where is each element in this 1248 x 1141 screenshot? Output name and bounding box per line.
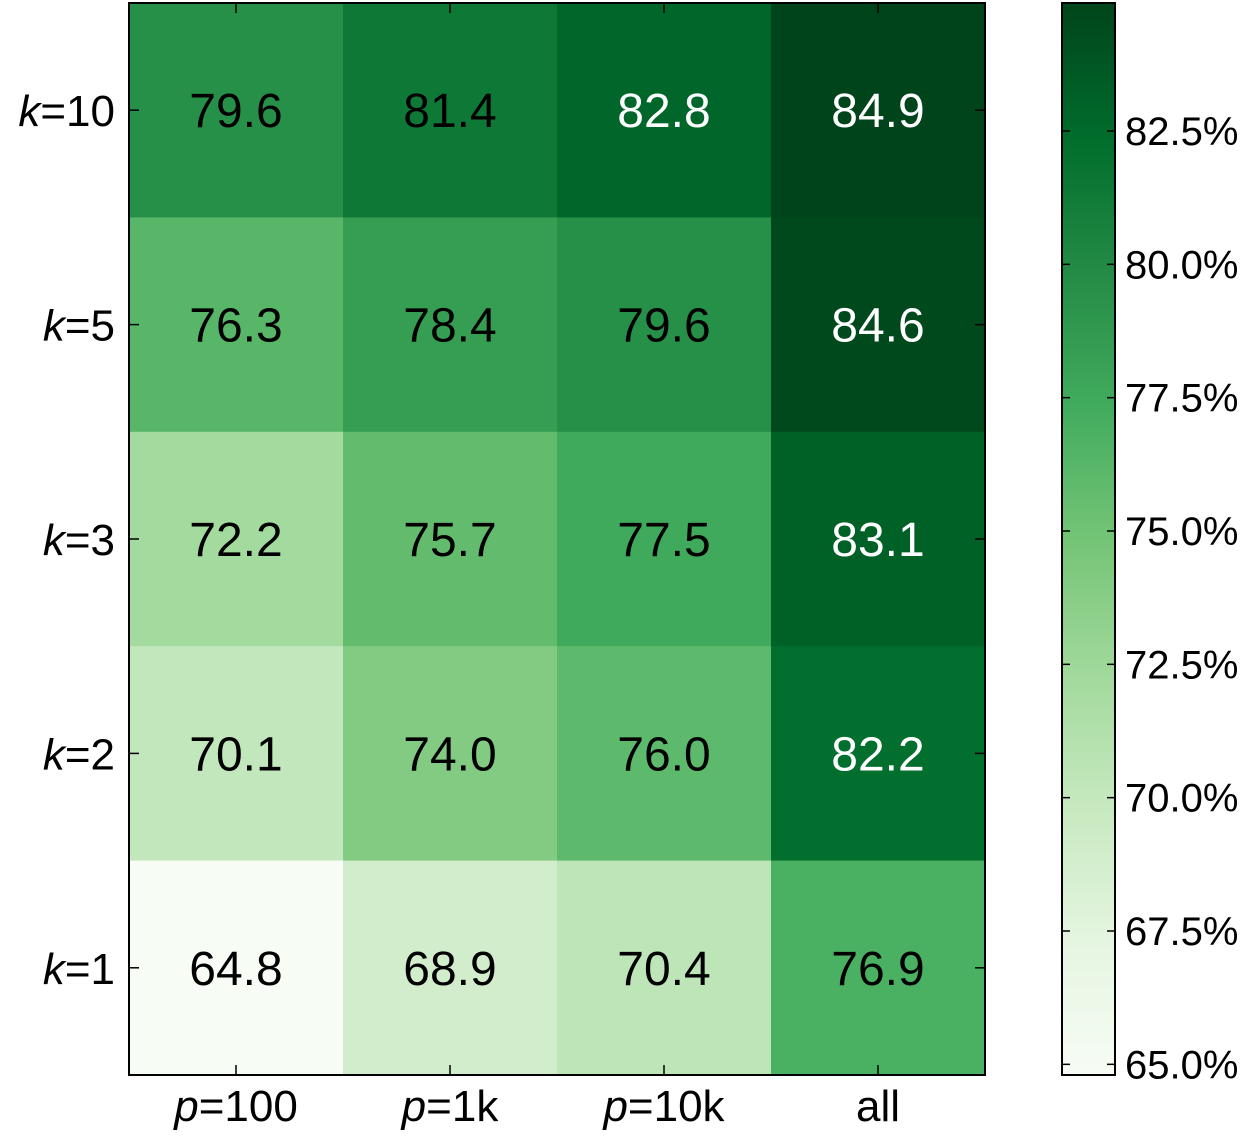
cell-value-label: 78.4	[403, 300, 496, 353]
heatmap-cell	[343, 217, 558, 433]
cell-value-label: 82.8	[617, 85, 710, 138]
x-tick-label: p=100	[172, 1082, 298, 1131]
x-tick-label: all	[856, 1082, 900, 1131]
cell-value-label: 75.7	[403, 514, 496, 567]
y-axis-ticks: k=10 k=5 k=3 k=2 k=1	[18, 87, 985, 994]
cell-value-label: 64.8	[189, 943, 282, 996]
heatmap-cell	[557, 217, 772, 433]
heatmap-cells: 79.6 81.4 82.8 84.9 76.3 78.4 79.6 84.6 72.2 75.7…	[129, 3, 986, 1076]
colorbar-gradient	[1062, 3, 1115, 1075]
colorbar-tick-label: 82.5%	[1125, 110, 1238, 154]
heatmap-cell	[129, 646, 344, 862]
colorbar: 65.0% 67.5% 70.0% 72.5% 75.0% 77.5% 80.0% 82.5%	[1061, 2, 1238, 1087]
y-tick-label: k=1	[43, 945, 115, 994]
cell-value-label: 83.1	[831, 514, 924, 567]
colorbar-tick-label: 75.0%	[1125, 510, 1238, 554]
heatmap-cell	[343, 431, 558, 647]
y-tick-label: k=3	[43, 516, 115, 565]
cell-value-label: 79.6	[617, 300, 710, 353]
cell-value-label: 76.9	[831, 943, 924, 996]
heatmap-cell	[343, 3, 558, 218]
heatmap-cell	[557, 860, 772, 1076]
heatmap-cell	[129, 3, 344, 218]
heatmap-cell	[771, 217, 986, 433]
colorbar-tick-label: 65.0%	[1125, 1043, 1238, 1087]
heatmap-cell	[771, 3, 986, 218]
heatmap-cell	[557, 431, 772, 647]
colorbar-tick-label: 80.0%	[1125, 243, 1238, 287]
heatmap-cell	[771, 431, 986, 647]
y-tick-label: k=10	[18, 87, 115, 136]
cell-value-label: 76.0	[617, 728, 710, 781]
x-tick-label: p=10k	[601, 1082, 725, 1131]
cell-value-label: 76.3	[189, 300, 282, 353]
cell-value-label: 68.9	[403, 943, 496, 996]
cell-value-label: 81.4	[403, 85, 496, 138]
heatmap-cell	[343, 860, 558, 1076]
x-tick-label: p=1k	[400, 1082, 500, 1131]
heatmap-cell	[129, 217, 344, 433]
cell-value-label: 72.2	[189, 514, 282, 567]
colorbar-tick-label: 67.5%	[1125, 910, 1238, 954]
colorbar-border	[1061, 2, 1116, 1076]
cell-value-label: 79.6	[189, 85, 282, 138]
cell-value-label: 84.6	[831, 300, 924, 353]
cell-value-label: 84.9	[831, 85, 924, 138]
cell-value-label: 74.0	[403, 728, 496, 781]
cell-value-label: 70.1	[189, 728, 282, 781]
y-tick-label: k=2	[43, 730, 115, 779]
heatmap-cell	[557, 646, 772, 862]
colorbar-tick-label: 72.5%	[1125, 643, 1238, 687]
heatmap-cell	[129, 860, 344, 1076]
colorbar-tick-label: 70.0%	[1125, 777, 1238, 821]
cell-value-label: 77.5	[617, 514, 710, 567]
heatmap-cell	[343, 646, 558, 862]
cell-value-label: 82.2	[831, 728, 924, 781]
x-axis-ticks: p=100 p=1k p=10k all	[172, 3, 900, 1131]
colorbar-tick-label: 77.5%	[1125, 377, 1238, 421]
heatmap-cell	[557, 3, 772, 218]
heatmap-cell	[771, 646, 986, 862]
heatmap-cell	[129, 431, 344, 647]
heatmap-cell	[771, 860, 986, 1076]
y-tick-label: k=5	[43, 302, 115, 351]
cell-value-label: 70.4	[617, 943, 710, 996]
